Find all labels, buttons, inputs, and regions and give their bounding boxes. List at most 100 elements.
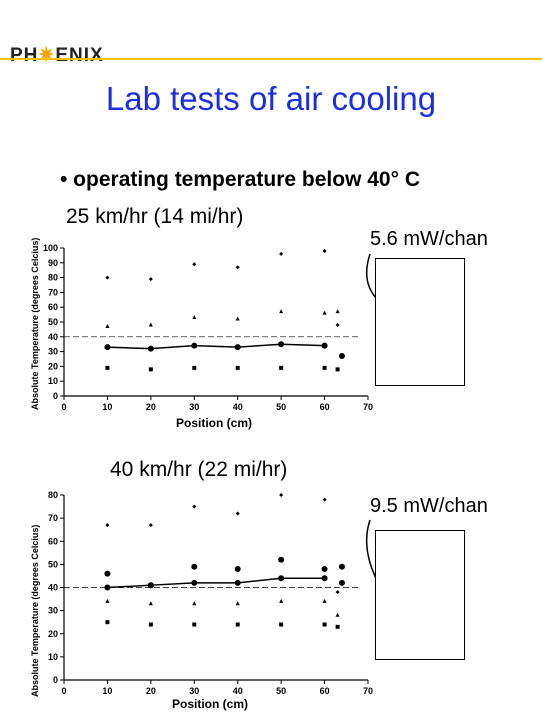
- chart1-data-point: [279, 251, 284, 256]
- chart1-series-line: [107, 343, 325, 350]
- chart1-data-point: [104, 344, 111, 351]
- chart1-y-tick-label: 80: [48, 273, 58, 283]
- chart1-data-point: [105, 365, 110, 370]
- chart1-x-tick-label: 20: [146, 402, 156, 412]
- chart2-data-point: [279, 598, 284, 603]
- chart2-x-tick-label: 30: [189, 686, 199, 696]
- chart1-y-tick-label: 70: [48, 287, 58, 297]
- chart2-data-point: [234, 566, 241, 572]
- chart2-series-line: [107, 577, 325, 589]
- chart2-x-tick-label: 10: [102, 686, 112, 696]
- chart1-y-tick-label: 100: [43, 243, 58, 253]
- chart2-data-point: [235, 622, 240, 627]
- chart1-x-tick-label: 70: [363, 402, 373, 412]
- header-divider: [0, 58, 542, 60]
- sun-icon: ✷: [38, 45, 56, 66]
- chart1-x-axis-label: Position (cm): [176, 416, 253, 430]
- logo-text-left: PH: [10, 45, 39, 66]
- chart1-data-point: [279, 309, 284, 314]
- chart2-data-point: [235, 511, 240, 516]
- chart2-data-point: [192, 504, 197, 509]
- chart2-legend: [375, 530, 465, 660]
- chart1-data-point: [322, 248, 327, 253]
- chart2-data-point: [322, 622, 327, 627]
- chart1-data-point: [105, 323, 110, 328]
- chart1-data-point: [279, 365, 284, 370]
- chart2-x-tick-label: 50: [276, 686, 286, 696]
- chart2-data-point: [104, 570, 111, 577]
- chart2-y-tick-label: 20: [48, 629, 58, 639]
- chart2-y-tick-label: 60: [48, 536, 58, 546]
- chart1-x-tick-label: 0: [61, 402, 66, 412]
- chart2-data-point: [321, 575, 328, 582]
- chart1-speed-label: 25 km/hr (14 mi/hr): [66, 205, 244, 228]
- chart1-data-point: [235, 365, 240, 370]
- chart1-x-tick-label: 50: [276, 402, 286, 412]
- chart1-data-point: [278, 341, 285, 348]
- chart2-data-point: [191, 563, 198, 570]
- chart2-data-point: [235, 601, 240, 606]
- chart2-data-point: [338, 579, 345, 586]
- chart1-data-point: [235, 265, 240, 270]
- chart2-data-point: [279, 493, 284, 497]
- chart2-data-point: [148, 622, 153, 627]
- chart2-y-tick-label: 30: [48, 606, 58, 616]
- chart1-y-tick-label: 10: [48, 376, 58, 386]
- chart1-data-point: [322, 310, 327, 315]
- chart1-x-tick-label: 10: [102, 402, 112, 412]
- chart1-data-point: [105, 275, 110, 280]
- chart2-data-point: [335, 590, 340, 595]
- chart1-data-point: [192, 365, 197, 370]
- chart1-data-point: [148, 277, 153, 282]
- chart2-data-point: [321, 566, 328, 572]
- chart2-x-tick-label: 70: [363, 686, 373, 696]
- chart2-data-point: [105, 620, 110, 625]
- phenix-logo: PH✷ENIX: [10, 44, 104, 67]
- chart2-power-label: 9.5 mW/chan: [370, 495, 488, 517]
- chart2-data-point: [105, 598, 110, 603]
- chart2-x-axis-label: Position (cm): [172, 697, 249, 711]
- chart1-data-point: [148, 367, 153, 372]
- chart1-data-point: [338, 353, 345, 360]
- chart1-data-point: [235, 316, 240, 321]
- chart2-data-point: [104, 584, 111, 591]
- chart2-data-point: [148, 523, 153, 528]
- chart1-data-point: [335, 309, 340, 314]
- chart1-data-point: [335, 322, 340, 327]
- chart1-data-point: [147, 345, 154, 352]
- chart2-data-point: [278, 575, 285, 582]
- chart1-x-tick-label: 30: [189, 402, 199, 412]
- chart1-data-point: [192, 315, 197, 320]
- chart2-data-point: [338, 563, 345, 570]
- chart2-y-tick-label: 80: [48, 490, 58, 500]
- chart1-data-point: [148, 322, 153, 327]
- chart2-data-point: [335, 624, 340, 629]
- chart1-data-point: [321, 342, 328, 349]
- chart2-data-point: [148, 601, 153, 606]
- chart2-x-tick-label: 60: [320, 686, 330, 696]
- chart1-y-tick-label: 90: [48, 258, 58, 268]
- chart1-y-tick-label: 0: [53, 391, 58, 401]
- chart2-data-point: [335, 612, 340, 617]
- chart2-data-point: [278, 556, 285, 563]
- chart2-y-tick-label: 70: [48, 513, 58, 523]
- chart1-y-tick-label: 60: [48, 302, 58, 312]
- chart2-data-point: [192, 622, 197, 627]
- chart2-speed-label: 40 km/hr (22 mi/hr): [110, 458, 288, 481]
- chart2-x-tick-label: 40: [233, 686, 243, 696]
- chart2-data-point: [191, 579, 198, 586]
- chart2-data-point: [234, 579, 241, 586]
- chart2-y-tick-label: 0: [53, 675, 58, 685]
- chart2-data-point: [147, 582, 154, 589]
- chart2-x-tick-label: 20: [146, 686, 156, 696]
- chart1-y-tick-label: 40: [48, 332, 58, 342]
- chart1-data-point: [335, 367, 340, 372]
- chart2-y-tick-label: 50: [48, 559, 58, 569]
- chart1-y-tick-label: 50: [48, 317, 58, 327]
- chart1-data-point: [234, 344, 241, 351]
- chart1-data-point: [191, 342, 198, 349]
- chart2-y-tick-label: 10: [48, 652, 58, 662]
- chart1-legend: [375, 258, 465, 386]
- chart1-data-point: [322, 365, 327, 370]
- chart1-data-point: [192, 262, 197, 267]
